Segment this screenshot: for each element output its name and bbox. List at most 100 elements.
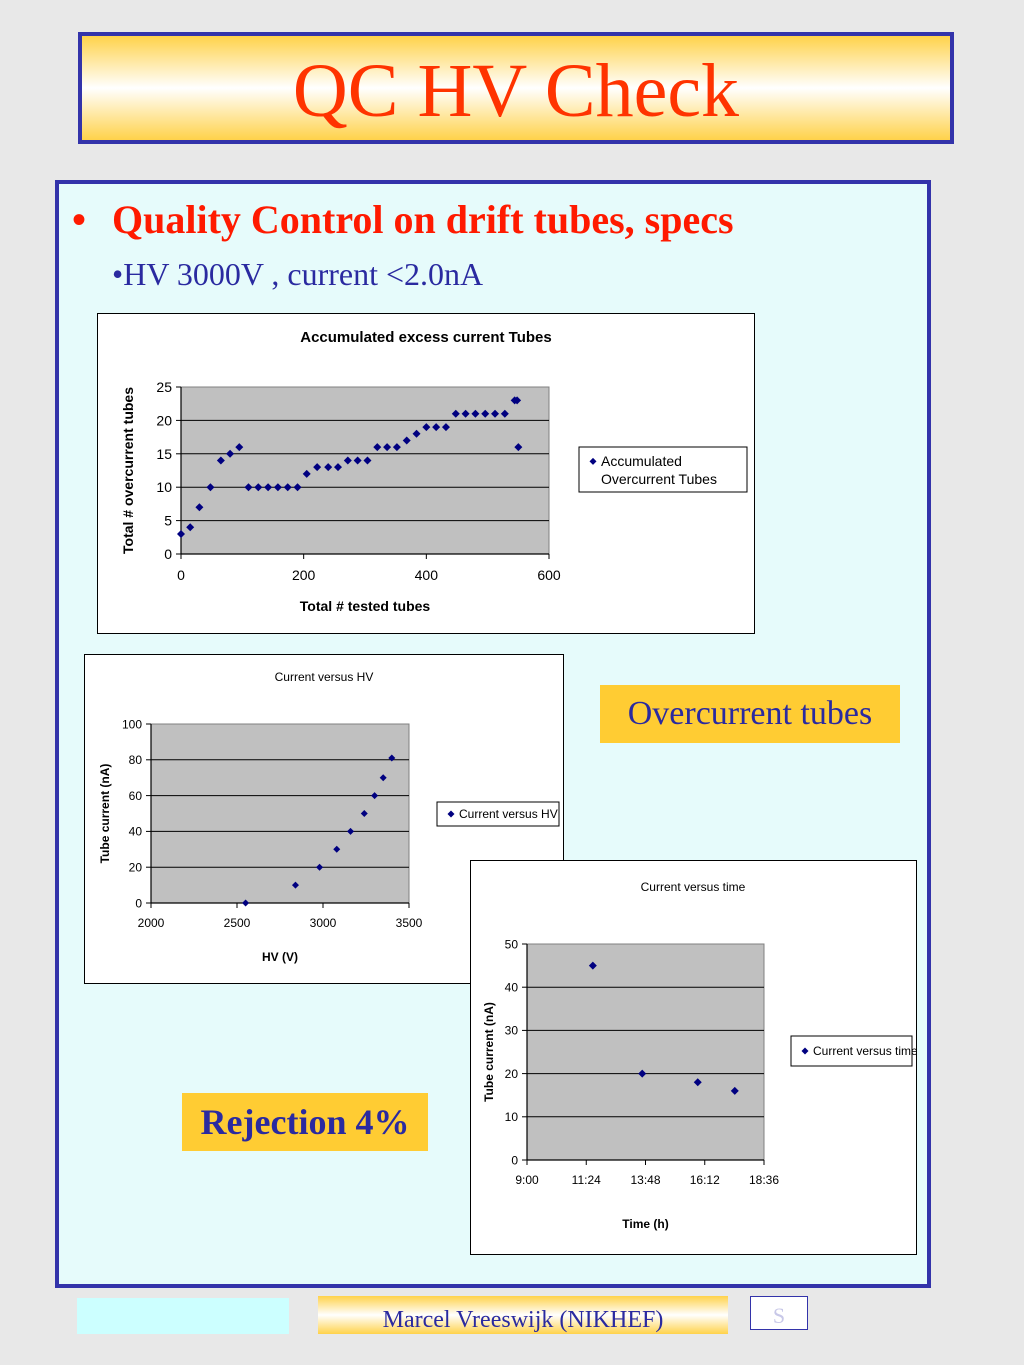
legend-box [578,446,748,493]
y-tick-label: 100 [122,717,142,731]
y-tick-label: 20 [156,412,172,428]
data-point [186,523,195,532]
data-point [195,503,204,512]
main-bullet: • Quality Control on drift tubes, specs [72,196,734,243]
footer-author: Marcel Vreeswijk (NIKHEF) [318,1296,728,1334]
y-tick-label: 30 [505,1024,519,1038]
y-tick-label: 0 [164,546,172,562]
x-tick-label: 3000 [310,916,337,930]
legend-label: Current versus HV [459,807,558,821]
x-tick-label: 13:48 [630,1173,660,1187]
x-tick-label: 16:12 [690,1173,720,1187]
data-point [373,443,382,452]
data-point [206,483,215,492]
y-tick-label: 0 [511,1153,518,1167]
x-tick-label: 11:24 [572,1173,601,1187]
legend-box [790,1035,913,1067]
data-point [216,456,225,465]
legend-marker [801,1047,809,1055]
x-tick-label: 9:00 [515,1173,539,1187]
y-tick-label: 20 [505,1067,519,1081]
legend-marker [589,457,597,465]
accumulated-chart-svg: Accumulated excess current Tubes 0 5 10 15 20… [120,329,748,614]
data-point [316,863,324,871]
data-point [412,429,421,438]
legend-label: Accumulated [601,453,682,469]
data-point [235,443,244,452]
data-point [283,483,292,492]
data-point [343,456,352,465]
legend-box [436,801,560,827]
rejection-callout: Rejection 4% [182,1093,428,1151]
chart-title: Current versus time [641,880,746,894]
data-point [383,443,392,452]
y-tick-label: 10 [505,1110,519,1124]
data-point [432,423,441,432]
x-tick-label: 400 [415,567,439,583]
data-point [324,463,333,472]
x-tick-label: 18:36 [749,1173,779,1187]
data-point [254,483,263,492]
data-point [360,810,368,817]
data-point [693,1078,702,1087]
data-point [638,1069,647,1078]
data-point [402,436,411,445]
data-point [293,483,302,492]
main-bullet-text: Quality Control on drift tubes, specs [112,197,734,242]
x-axis-label: HV (V) [262,950,298,964]
y-tick-label: 80 [129,753,143,767]
y-axis-label: Tube current (nA) [98,764,112,864]
bullet-symbol: • [72,197,87,242]
current-vs-time-chart-panel: Current versus time 0 10 20 30 40 50 9:00 11:24 1… [470,860,917,1255]
data-point [347,827,355,835]
data-point [491,409,500,418]
data-point [242,899,250,907]
y-tick-label: 20 [129,861,143,875]
data-point [388,754,396,762]
data-point [264,483,273,492]
accumulated-chart-panel: Accumulated excess current Tubes 0 5 10 15 20… [97,313,755,634]
x-axis-label: Total # tested tubes [300,598,431,614]
title-banner: QC HV Check [78,32,954,144]
data-point [441,423,450,432]
x-axis-label: Time (h) [622,1217,668,1231]
data-point [461,409,470,418]
y-axis-label: Tube current (nA) [482,1002,496,1102]
y-tick-label: 40 [129,825,143,839]
overcurrent-callout: Overcurrent tubes [600,685,900,743]
x-tick-label: 600 [537,567,561,583]
y-tick-label: 15 [156,446,172,462]
y-tick-label: 25 [156,379,172,395]
x-tick-label: 3500 [396,916,423,930]
chart-title: Current versus HV [275,670,374,684]
data-point [513,396,522,405]
data-point [730,1086,739,1095]
data-point [244,483,253,492]
plot-area [526,943,765,1161]
footer-left-block [77,1298,289,1334]
data-point [392,443,401,452]
data-point [371,792,379,800]
data-point [481,409,490,418]
y-tick-label: 60 [129,789,143,803]
data-point [471,409,480,418]
x-tick-label: 2000 [138,916,165,930]
data-point [291,881,299,889]
plot-area [150,723,410,904]
x-tick-label: 2500 [224,916,251,930]
y-tick-label: 10 [156,479,172,495]
legend-label: Current versus time [813,1044,916,1058]
current-vs-hv-chart-svg: Current versus HV 0 20 40 60 80 100 2000 2500 300… [98,670,560,964]
sub-bullet-text: •HV 3000V , current <2.0nA [112,256,484,292]
data-point [379,774,387,782]
data-point [313,463,322,472]
y-tick-label: 5 [164,513,172,529]
legend-label: Overcurrent Tubes [601,471,717,487]
data-point [514,443,523,452]
data-point [500,409,509,418]
data-point [353,456,362,465]
data-point [333,845,341,853]
data-point [451,409,460,418]
x-tick-label: 200 [292,567,316,583]
data-point [363,456,372,465]
